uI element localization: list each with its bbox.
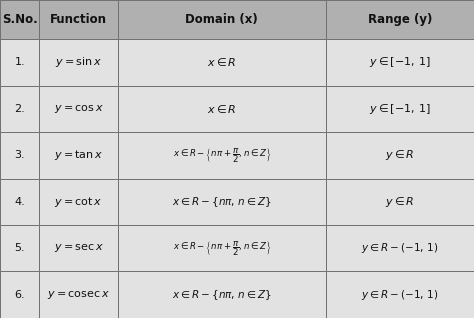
Text: Range (y): Range (y) [368, 13, 432, 26]
Text: $y=\tan x$: $y=\tan x$ [54, 148, 103, 162]
Bar [326, 225, 474, 271]
Bar [0, 0, 39, 39]
Text: $y=\mathrm{cosec}\,x$: $y=\mathrm{cosec}\,x$ [47, 289, 110, 301]
Text: Domain (x): Domain (x) [185, 13, 258, 26]
Text: Function: Function [50, 13, 107, 26]
Text: $y=\sin x$: $y=\sin x$ [55, 55, 102, 70]
Bar [39, 0, 118, 39]
Text: 3.: 3. [14, 150, 25, 160]
Text: 1.: 1. [14, 58, 25, 67]
Bar [118, 271, 326, 318]
Text: $y=\cot x$: $y=\cot x$ [55, 195, 102, 209]
Text: $y=\sec x$: $y=\sec x$ [54, 242, 103, 254]
Bar [118, 39, 326, 86]
Text: $x\in R$: $x\in R$ [207, 57, 237, 68]
Bar [0, 132, 39, 178]
Bar [326, 271, 474, 318]
Bar [39, 132, 118, 178]
Bar [0, 271, 39, 318]
Text: 6.: 6. [14, 290, 25, 300]
Text: $x\in R-\left\{n\pi+\dfrac{\pi}{2},n\in Z\right\}$: $x\in R-\left\{n\pi+\dfrac{\pi}{2},n\in … [173, 146, 271, 165]
Text: 2.: 2. [14, 104, 25, 114]
Bar [0, 178, 39, 225]
Text: $x\in R$: $x\in R$ [207, 103, 237, 115]
Bar [118, 132, 326, 178]
Text: $x\in R-\{n\pi,\,n\in Z\}$: $x\in R-\{n\pi,\,n\in Z\}$ [172, 195, 272, 209]
Bar [39, 86, 118, 132]
Bar [326, 132, 474, 178]
Bar [118, 178, 326, 225]
Text: $y\in [-1,\,1]$: $y\in [-1,\,1]$ [369, 55, 431, 70]
Bar [39, 225, 118, 271]
Bar [118, 86, 326, 132]
Text: $x\in R-\left\{n\pi+\dfrac{\pi}{2},n\in Z\right\}$: $x\in R-\left\{n\pi+\dfrac{\pi}{2},n\in … [173, 239, 271, 258]
Text: $y\in R-(-1,\,1)$: $y\in R-(-1,\,1)$ [361, 287, 439, 302]
Bar [39, 178, 118, 225]
Bar [326, 86, 474, 132]
Bar [118, 0, 326, 39]
Text: $y\in R$: $y\in R$ [385, 148, 415, 162]
Bar [39, 39, 118, 86]
Bar [0, 86, 39, 132]
Text: $y\in [-1,\,1]$: $y\in [-1,\,1]$ [369, 102, 431, 116]
Bar [0, 39, 39, 86]
Text: 4.: 4. [14, 197, 25, 207]
Text: $y\in R$: $y\in R$ [385, 195, 415, 209]
Text: $x\in R-\{n\pi,\,n\in Z\}$: $x\in R-\{n\pi,\,n\in Z\}$ [172, 288, 272, 301]
Bar [326, 0, 474, 39]
Text: 5.: 5. [14, 243, 25, 253]
Bar [39, 271, 118, 318]
Bar [326, 39, 474, 86]
Bar [0, 225, 39, 271]
Text: S.No.: S.No. [2, 13, 37, 26]
Bar [118, 225, 326, 271]
Text: $y\in R-(-1,\,1)$: $y\in R-(-1,\,1)$ [361, 241, 439, 255]
Bar [326, 178, 474, 225]
Text: $y=\cos x$: $y=\cos x$ [54, 103, 103, 115]
